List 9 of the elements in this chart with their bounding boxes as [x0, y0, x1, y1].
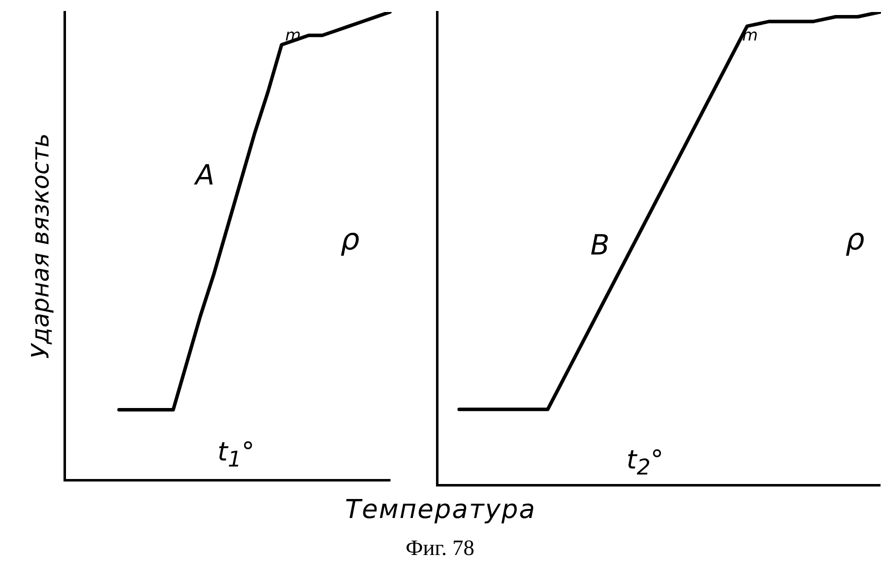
annotation: t$_{2}$°: [626, 445, 664, 481]
text: Фиг. 78: [406, 535, 474, 561]
annotation: t$_{1}$°: [218, 437, 254, 473]
annotation: ρ: [340, 222, 360, 258]
x-axis-title: Температура: [344, 495, 537, 525]
annotation: ρ: [845, 222, 865, 258]
annotation: B: [590, 228, 610, 262]
y-axis-title: Ударная вязкость: [26, 133, 55, 359]
annotation: A: [195, 158, 215, 192]
